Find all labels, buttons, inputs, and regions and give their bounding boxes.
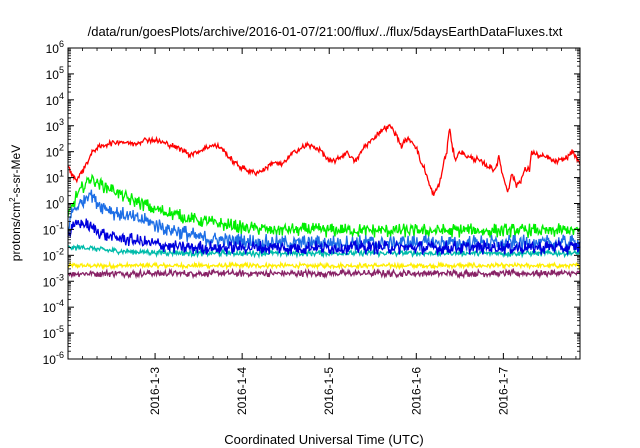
- series-line: [67, 173, 581, 239]
- y-tick-exponent: -5: [56, 324, 64, 334]
- x-tick-label: 2016-1-5: [322, 367, 336, 415]
- y-tick-label: 10-5: [43, 324, 64, 341]
- y-tick-label: 10-3: [43, 272, 64, 289]
- series-layer: [67, 123, 581, 280]
- x-tick-label: 2016-1-6: [409, 367, 423, 415]
- x-tick-label: 2016-1-7: [496, 367, 510, 415]
- axis-layer: 10-610-510-410-310-210-11001011021031041…: [43, 39, 580, 415]
- y-tick-base: 10: [43, 249, 57, 263]
- y-axis-label-main: protons/cm: [9, 202, 23, 261]
- y-tick-label: 101: [46, 169, 64, 186]
- y-tick-exponent: -1: [56, 220, 64, 230]
- series-line: [67, 218, 581, 256]
- x-axis-label: Coordinated Universal Time (UTC): [224, 432, 423, 447]
- y-tick-label: 100: [46, 195, 64, 212]
- y-axis-label: protons/cm2-s-sr-MeV: [8, 145, 23, 261]
- y-tick-exponent: -3: [56, 272, 64, 282]
- x-tick-label: 2016-1-3: [148, 367, 162, 415]
- y-tick-exponent: 2: [59, 143, 64, 153]
- y-tick-label: 103: [46, 117, 64, 134]
- series-line: [67, 260, 581, 271]
- y-tick-exponent: -2: [56, 246, 64, 256]
- y-tick-exponent: 5: [59, 65, 64, 75]
- y-tick-label: 10-1: [43, 220, 64, 237]
- y-tick-exponent: 1: [59, 169, 64, 179]
- y-tick-label: 102: [46, 143, 64, 160]
- y-axis-label-superscript: 2: [8, 197, 17, 202]
- chart-title: /data/run/goesPlots/archive/2016-01-07/2…: [88, 24, 563, 39]
- y-tick-base: 10: [43, 223, 57, 237]
- y-tick-base: 10: [46, 198, 60, 212]
- series-line: [68, 267, 581, 280]
- y-tick-base: 10: [43, 301, 57, 315]
- y-tick-exponent: -6: [56, 350, 64, 360]
- series-line: [67, 189, 581, 252]
- y-tick-exponent: 3: [59, 117, 64, 127]
- y-tick-label: 105: [46, 65, 64, 82]
- y-tick-base: 10: [46, 172, 60, 186]
- y-tick-base: 10: [46, 94, 60, 108]
- y-tick-label: 104: [46, 91, 64, 108]
- series-line: [67, 123, 581, 196]
- y-tick-exponent: 4: [59, 91, 64, 101]
- y-tick-base: 10: [46, 68, 60, 82]
- x-tick-label: 2016-1-4: [235, 367, 249, 415]
- y-axis-label-rest: -s-sr-MeV: [9, 145, 23, 198]
- y-tick-base: 10: [43, 353, 57, 367]
- y-tick-label: 10-4: [43, 298, 64, 315]
- y-tick-label: 10-2: [43, 246, 64, 263]
- y-tick-label: 106: [46, 39, 64, 56]
- series-line: [67, 243, 581, 259]
- y-tick-base: 10: [46, 120, 60, 134]
- y-tick-exponent: 6: [59, 39, 64, 49]
- y-tick-label: 10-6: [43, 350, 64, 367]
- y-tick-base: 10: [43, 327, 57, 341]
- y-tick-base: 10: [46, 42, 60, 56]
- y-tick-base: 10: [43, 275, 57, 289]
- y-tick-base: 10: [46, 146, 60, 160]
- y-tick-exponent: 0: [59, 195, 64, 205]
- y-tick-exponent: -4: [56, 298, 64, 308]
